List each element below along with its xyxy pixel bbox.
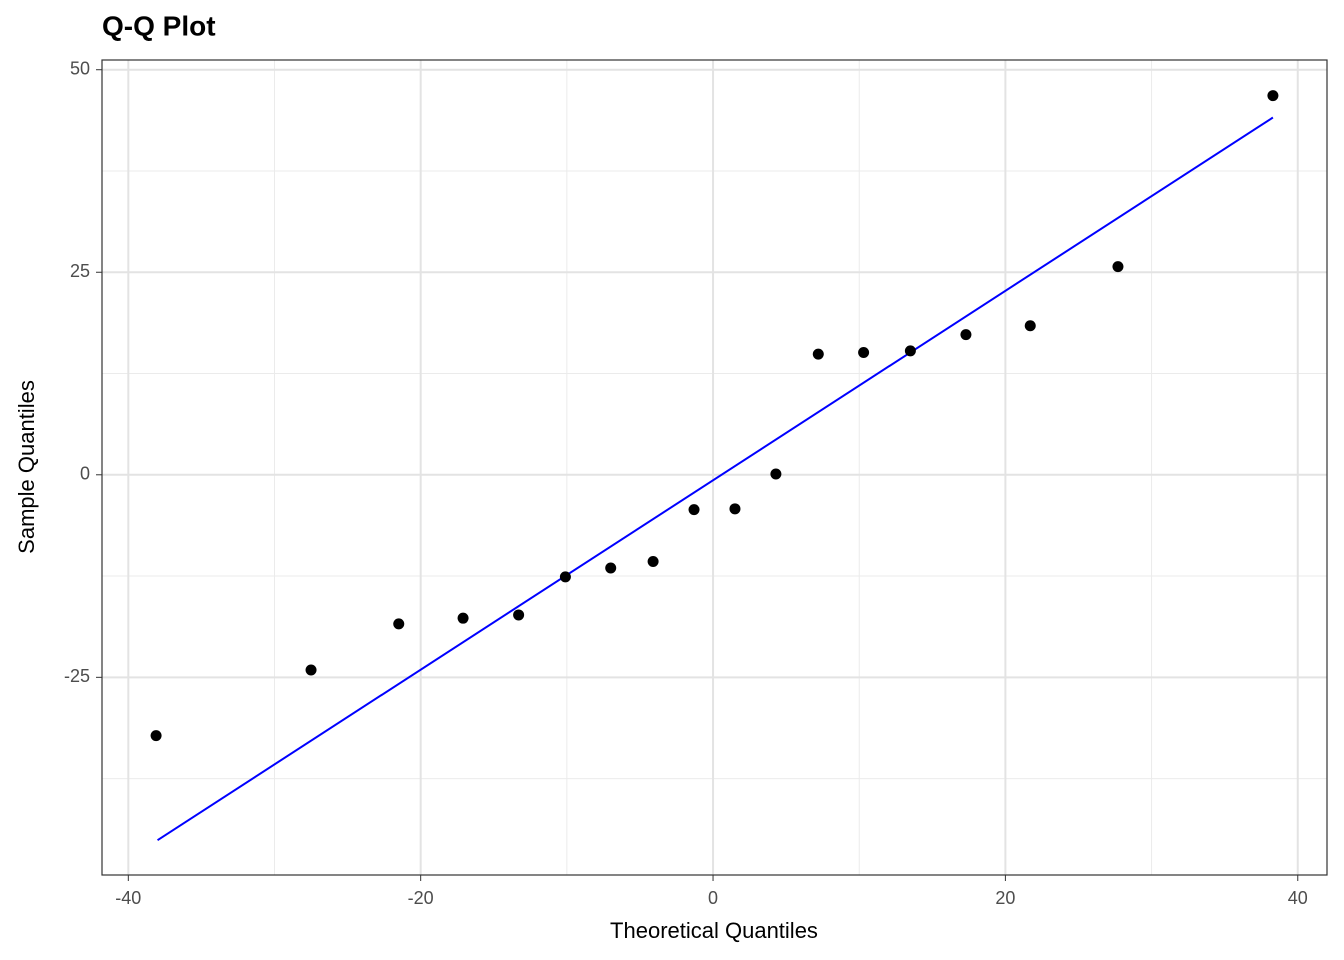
y-axis-title: Sample Quantiles	[14, 380, 39, 554]
point	[770, 468, 782, 480]
point	[688, 504, 700, 516]
point	[150, 730, 162, 742]
point	[605, 562, 617, 574]
point	[647, 555, 659, 567]
point	[812, 348, 824, 360]
point	[858, 346, 870, 358]
x-tick-label: -40	[115, 888, 141, 908]
point	[729, 503, 741, 515]
chart-title: Q-Q Plot	[102, 10, 216, 41]
point	[559, 571, 571, 583]
point	[1112, 261, 1124, 273]
point	[1267, 90, 1279, 102]
point	[393, 618, 405, 630]
y-tick-label: -25	[64, 666, 90, 686]
x-tick-label: 40	[1288, 888, 1308, 908]
reference-line	[157, 116, 1274, 842]
point	[513, 609, 525, 621]
point	[1024, 320, 1036, 332]
x-tick-label: -20	[408, 888, 434, 908]
y-tick-label: 0	[80, 464, 90, 484]
point	[305, 664, 317, 676]
point	[960, 329, 972, 341]
point	[457, 612, 469, 624]
x-axis-title: Theoretical Quantiles	[610, 918, 818, 943]
y-tick-label: 25	[70, 261, 90, 281]
x-tick-label: 20	[995, 888, 1015, 908]
x-tick-label: 0	[708, 888, 718, 908]
y-tick-label: 50	[70, 58, 90, 78]
point	[904, 345, 916, 357]
panel-border	[101, 59, 1328, 876]
